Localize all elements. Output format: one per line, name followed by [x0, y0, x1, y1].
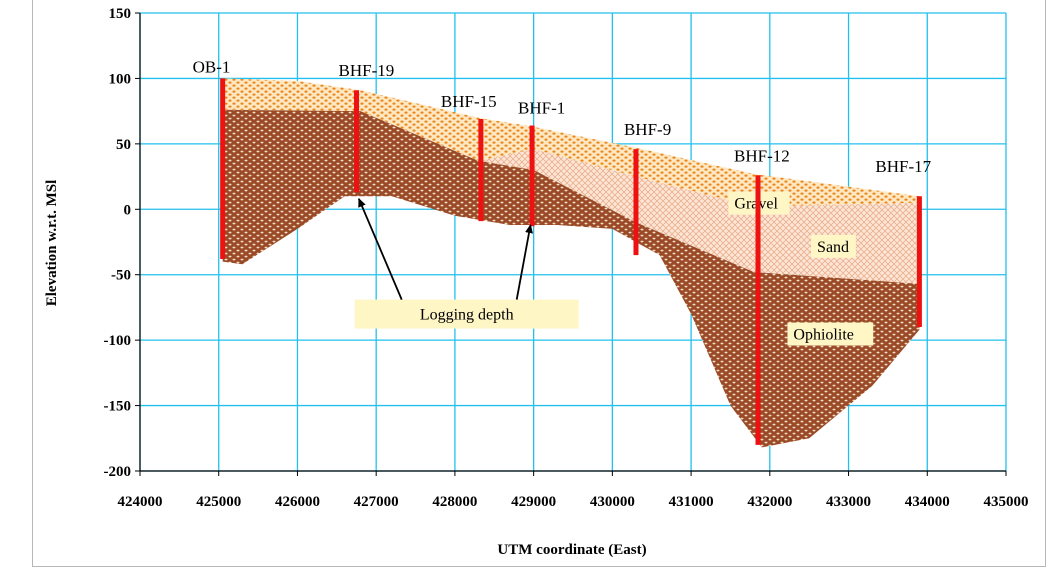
y-tick-label-0: 150 [109, 6, 132, 22]
borehole-label-bhf-12: BHF-12 [734, 146, 790, 165]
layer-label-ophiolite: Ophiolite [793, 327, 853, 344]
x-tick-label-5: 429000 [511, 494, 556, 510]
layer-label-sand: Sand [817, 239, 849, 256]
borehole-label-bhf-15: BHF-15 [441, 92, 497, 111]
y-tick-label-6: -150 [104, 399, 132, 415]
boreholes: OB-1 BHF-19 BHF-15 BHF-1 BHF-9 BHF-12 BHF-17 Lo… [193, 57, 932, 445]
logging-depth-box [354, 299, 579, 329]
x-tick-label-0: 424000 [118, 494, 163, 510]
layer-sand-area [222, 109, 920, 284]
labels: UTM coordinate (East) Elevation w.r.t. M… [44, 180, 647, 558]
x-tick-label-2: 426000 [275, 494, 320, 510]
y-axis-label: Elevation w.r.t. MSl [44, 180, 60, 307]
x-tick-label-9: 433000 [826, 494, 871, 510]
arrow-to-bhf-19 [358, 197, 403, 300]
borehole-label-bhf-17: BHF-17 [875, 157, 931, 176]
x-tick-label-11: 435000 [984, 494, 1029, 510]
borehole-label-bhf-1: BHF-1 [518, 99, 565, 118]
x-tick-label-6: 430000 [590, 494, 635, 510]
y-tick-label-2: 50 [116, 137, 131, 153]
y-tick-label-4: -50 [111, 268, 131, 284]
x-tick-label-3: 427000 [354, 494, 399, 510]
y-tick-label-1: 100 [109, 71, 132, 87]
borehole-label-bhf-19: BHF-19 [339, 61, 395, 80]
stratigraphy-areas: GravelSandOphiolite [222, 78, 920, 448]
layer-label-bg-sand [811, 234, 856, 258]
borehole-label-bhf-9: BHF-9 [624, 120, 671, 139]
layer-gravel-area [222, 78, 920, 207]
layer-ophiolite-area [222, 109, 920, 448]
axes: 150 100 50 0 -50 -100 -150 -200 424000 425000 4260… [104, 6, 1029, 510]
y-tick-label-7: -200 [104, 464, 132, 480]
borehole-label-ob-1: OB-1 [193, 57, 231, 76]
x-tick-label-7: 431000 [669, 494, 714, 510]
y-tick-label-5: -100 [104, 333, 132, 349]
x-tick-label-8: 432000 [747, 494, 792, 510]
x-tick-label-1: 425000 [196, 494, 241, 510]
logging-depth-label: Logging depth [420, 307, 514, 324]
x-axis-label: UTM coordinate (East) [497, 542, 646, 558]
arrow-to-bhf-1 [515, 224, 533, 300]
x-tick-label-4: 428000 [432, 494, 477, 510]
y-tick-label-3: 0 [124, 202, 132, 218]
x-tick-label-10: 434000 [905, 494, 950, 510]
layer-label-bg-ophiolite [787, 322, 874, 346]
